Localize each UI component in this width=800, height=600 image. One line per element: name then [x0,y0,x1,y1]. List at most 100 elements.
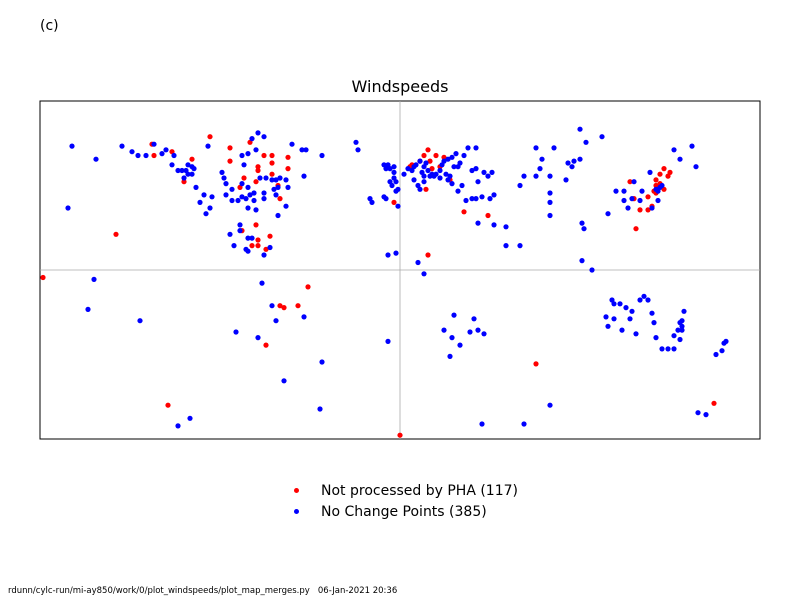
data-point-no-change [245,235,251,241]
data-point-no-change [409,167,415,174]
data-point-no-change [719,348,725,354]
data-point-no-change [433,171,439,177]
data-point-no-change [479,194,485,200]
data-point-no-change [275,184,281,190]
data-point-no-change [627,316,633,322]
data-point-no-change [437,167,443,174]
data-point-not-processed [207,134,213,140]
data-point-not-processed [295,303,301,309]
data-point-not-processed [285,166,291,172]
data-point-no-change [191,166,197,172]
data-point-not-processed [181,179,187,185]
data-point-not-processed [711,400,717,406]
data-point-no-change [703,412,709,418]
data-point-not-processed [433,152,439,159]
data-point-no-change [475,179,481,185]
data-point-no-change [283,203,289,209]
data-point-no-change [445,177,451,183]
data-point-not-processed [263,342,269,348]
data-point-no-change [491,192,497,198]
data-point-no-change [395,186,401,192]
data-point-no-change [389,182,395,189]
data-point-no-change [425,167,431,174]
data-point-no-change [317,406,323,412]
data-point-no-change [475,220,481,226]
data-point-not-processed [165,402,171,408]
data-point-no-change [245,184,251,190]
data-point-no-change [611,316,617,322]
data-point-no-change [679,318,685,324]
data-point-no-change [185,162,191,168]
data-point-no-change [659,182,665,189]
data-point-no-change [251,197,257,204]
data-point-no-change [503,243,509,249]
data-points [40,126,729,438]
data-point-no-change [427,173,433,179]
data-point-not-processed [269,171,275,177]
data-point-not-processed [461,209,467,215]
data-point-no-change [239,181,245,187]
data-point-not-processed [637,207,643,213]
data-point-no-change [629,308,635,314]
data-point-no-change [259,280,265,286]
data-point-no-change [649,205,655,211]
data-point-no-change [423,160,429,166]
data-point-no-change [569,164,575,170]
data-point-no-change [671,147,677,153]
data-point-no-change [463,197,469,204]
data-point-no-change [605,323,611,329]
data-point-no-change [415,259,421,266]
data-point-no-change [665,346,671,352]
data-point-no-change [637,197,643,204]
data-point-not-processed [653,177,659,183]
data-point-not-processed [423,186,429,192]
data-point-not-processed [255,237,261,243]
data-point-no-change [209,194,215,200]
data-point-not-processed [249,243,255,249]
data-point-no-change [251,190,257,196]
data-point-no-change [455,164,461,170]
data-point-no-change [421,271,427,277]
data-point-no-change [241,162,247,168]
data-point-no-change [621,197,627,204]
data-point-no-change [353,139,359,145]
data-point-no-change [457,342,463,348]
data-point-no-change [417,186,423,192]
data-point-no-change [277,175,283,181]
data-point-no-change [503,224,509,230]
data-point-no-change [655,188,661,194]
data-point-no-change [481,169,487,175]
data-point-no-change [261,252,267,258]
data-point-not-processed [261,152,267,159]
data-point-no-change [193,184,199,190]
data-point-no-change [475,327,481,333]
data-point-no-change [383,166,389,172]
data-point-no-change [471,316,477,322]
data-point-no-change [449,181,455,187]
data-point-no-change [599,134,605,140]
data-point-no-change [271,186,277,192]
data-point-no-change [237,228,243,234]
data-point-not-processed [441,154,447,160]
data-point-no-change [611,301,617,307]
data-point-no-change [223,192,229,198]
data-point-not-processed [285,154,291,160]
data-point-no-change [547,402,553,408]
data-point-no-change [255,335,261,341]
data-point-no-change [539,156,545,162]
data-point-no-change [459,182,465,189]
data-point-no-change [695,410,701,416]
data-point-no-change [269,303,275,309]
data-point-not-processed [189,156,195,162]
data-point-no-change [243,196,249,202]
data-point-no-change [631,179,637,185]
data-point-no-change [151,141,157,147]
data-point-no-change [255,130,261,136]
data-point-no-change [443,171,449,177]
data-point-no-change [487,196,493,202]
data-point-no-change [239,194,245,200]
data-point-no-change [671,346,677,352]
data-point-no-change [261,134,267,140]
data-point-no-change [521,421,527,427]
data-point-no-change [245,205,251,211]
